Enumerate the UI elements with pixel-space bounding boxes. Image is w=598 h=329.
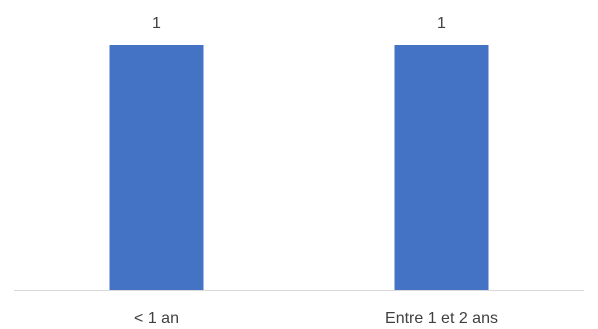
category-labels-group: < 1 an Entre 1 et 2 ans: [134, 310, 498, 327]
bar: [394, 45, 489, 290]
bars-group: [109, 45, 489, 290]
data-label: 1: [152, 15, 161, 32]
category-label: < 1 an: [134, 310, 179, 327]
bar: [109, 45, 204, 290]
category-label: Entre 1 et 2 ans: [385, 310, 498, 327]
data-label: 1: [437, 15, 446, 32]
